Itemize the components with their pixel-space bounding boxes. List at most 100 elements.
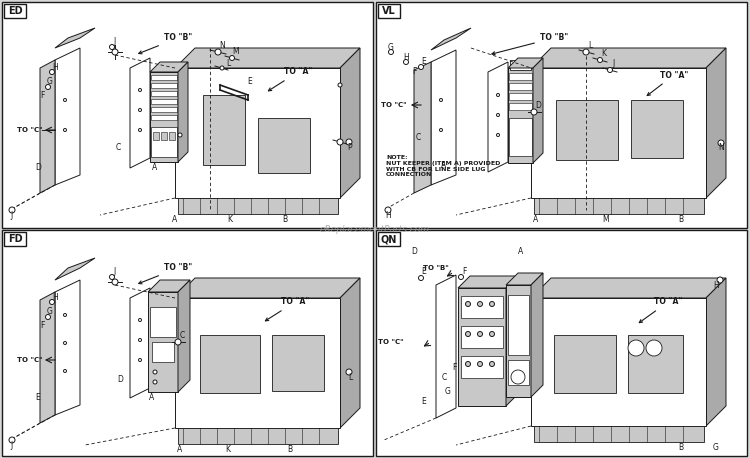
Bar (534, 426, 704, 442)
Bar (151, 127, 177, 157)
Text: FD: FD (8, 234, 22, 244)
Text: A: A (533, 216, 538, 224)
Polygon shape (150, 62, 188, 72)
Bar (554, 335, 616, 393)
Polygon shape (40, 292, 55, 423)
Bar (376, 230, 747, 456)
Text: K: K (227, 216, 232, 224)
Text: J: J (10, 441, 13, 449)
Text: K: K (226, 446, 230, 454)
Circle shape (598, 58, 602, 62)
Circle shape (346, 139, 352, 145)
Circle shape (440, 98, 442, 102)
Text: A: A (441, 160, 447, 169)
Polygon shape (706, 48, 726, 198)
Circle shape (490, 332, 494, 337)
Text: F: F (462, 267, 466, 277)
Circle shape (64, 98, 67, 102)
Text: H: H (52, 64, 58, 72)
Text: N: N (219, 42, 225, 50)
Circle shape (112, 279, 118, 285)
Bar (151, 91, 177, 96)
Circle shape (50, 70, 55, 75)
Text: C: C (179, 331, 184, 339)
Text: TO "C": TO "C" (17, 357, 43, 363)
Bar (556, 100, 618, 160)
Text: J: J (10, 211, 13, 219)
Polygon shape (130, 58, 150, 168)
Circle shape (496, 133, 500, 136)
Circle shape (153, 370, 157, 374)
Bar (508, 360, 529, 385)
Bar (378, 232, 400, 246)
Bar (4, 232, 26, 246)
Text: G: G (713, 443, 719, 453)
Text: B: B (283, 216, 287, 224)
Polygon shape (531, 273, 543, 397)
Circle shape (139, 109, 142, 111)
Circle shape (215, 49, 221, 55)
Polygon shape (175, 48, 360, 68)
Bar (510, 60, 531, 70)
Text: P: P (348, 143, 352, 153)
Circle shape (717, 277, 723, 283)
Text: VL: VL (382, 6, 396, 16)
Text: H: H (386, 211, 391, 219)
Text: E: E (422, 58, 426, 66)
Text: L: L (226, 59, 230, 67)
Circle shape (419, 276, 424, 280)
Text: G: G (388, 44, 394, 53)
Circle shape (496, 93, 500, 97)
Text: TO "A": TO "A" (639, 298, 682, 322)
Polygon shape (506, 276, 518, 406)
Text: M: M (232, 48, 239, 56)
Text: QN: QN (381, 234, 398, 244)
Text: TO "B": TO "B" (139, 33, 192, 54)
Circle shape (466, 361, 470, 366)
Text: D: D (535, 100, 541, 109)
Polygon shape (488, 62, 508, 172)
Text: E: E (422, 398, 426, 407)
Polygon shape (340, 48, 360, 198)
Circle shape (490, 301, 494, 306)
Text: TO "B": TO "B" (423, 265, 448, 271)
Bar (148, 292, 178, 392)
Bar (151, 115, 177, 120)
Bar (378, 4, 400, 18)
Bar (508, 68, 533, 163)
Text: NOTE:
NUT KEEPER (ITEM A) PROVIDED
WITH CB FOR LINE SIDE LUG
CONNECTION: NOTE: NUT KEEPER (ITEM A) PROVIDED WITH … (386, 155, 500, 177)
Bar (506, 285, 531, 397)
Circle shape (175, 339, 181, 345)
Text: C: C (116, 143, 121, 153)
Text: N: N (718, 143, 724, 153)
Text: F: F (412, 67, 416, 76)
Bar (203, 95, 245, 165)
Bar (509, 83, 532, 90)
Polygon shape (55, 48, 80, 185)
Text: TO "B": TO "B" (492, 33, 568, 55)
Bar (151, 107, 177, 112)
Circle shape (9, 207, 15, 213)
Circle shape (64, 129, 67, 131)
Circle shape (220, 66, 224, 70)
Text: ED: ED (8, 6, 22, 16)
Text: B: B (287, 446, 292, 454)
Polygon shape (506, 273, 543, 285)
Text: J: J (114, 38, 116, 47)
Circle shape (346, 369, 352, 375)
Polygon shape (706, 278, 726, 426)
Bar (631, 100, 683, 158)
Text: H: H (713, 280, 718, 289)
Polygon shape (531, 48, 726, 68)
Text: TO "A": TO "A" (647, 71, 688, 96)
Circle shape (139, 359, 142, 361)
Bar (169, 132, 175, 140)
Circle shape (139, 129, 142, 131)
Circle shape (458, 274, 464, 279)
Text: K: K (602, 49, 607, 59)
Bar (178, 198, 338, 214)
Text: E: E (248, 77, 252, 87)
Text: G: G (47, 77, 53, 87)
Polygon shape (458, 276, 518, 288)
Text: J: J (613, 60, 615, 69)
